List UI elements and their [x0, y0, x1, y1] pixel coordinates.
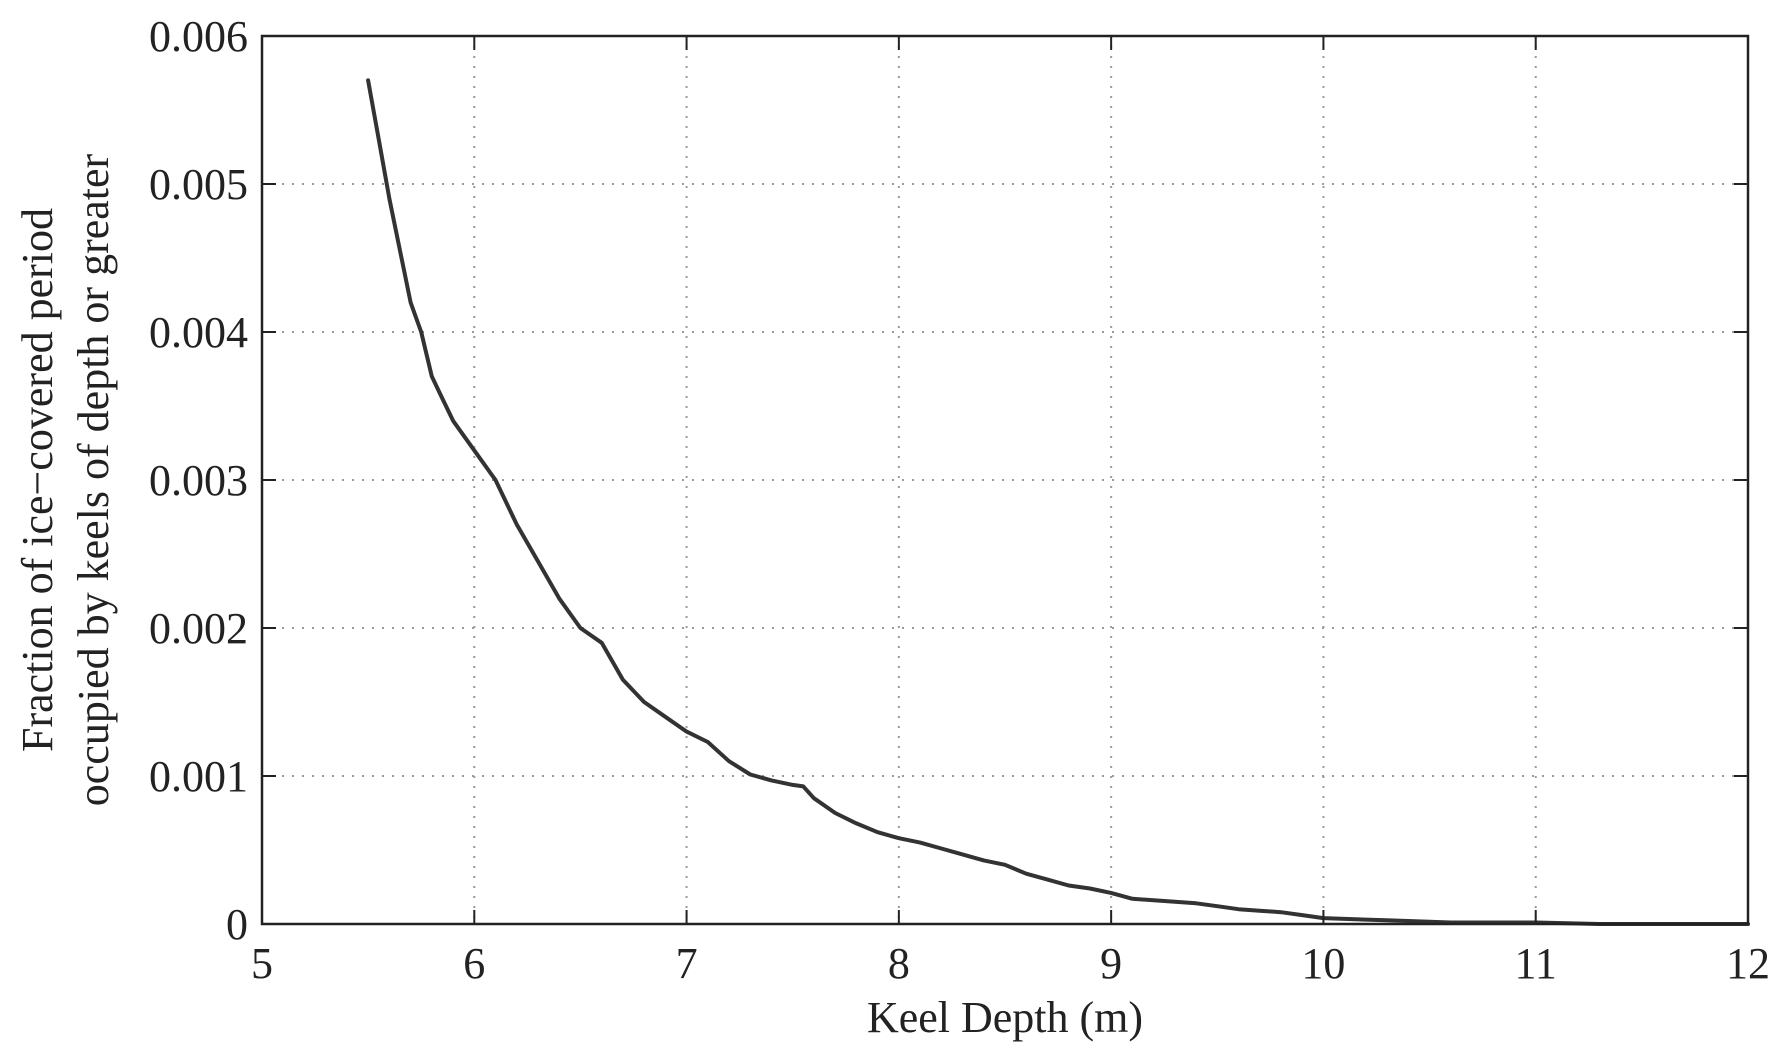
x-tick-label: 11: [1515, 939, 1557, 988]
y-tick-label: 0.002: [149, 604, 248, 653]
series-line: [366, 78, 1750, 926]
y-tick-label: 0.001: [149, 752, 248, 801]
tick-marks: [261, 35, 1749, 925]
x-tick-label: 6: [463, 939, 485, 988]
x-tick-label: 8: [888, 939, 910, 988]
x-axis-tick-labels: 5 6 7 8 9 10 11 12: [251, 939, 1770, 988]
grid: [262, 36, 1748, 924]
y-tick-label: 0.006: [149, 12, 248, 61]
x-tick-label: 10: [1301, 939, 1345, 988]
y-tick-label: 0.005: [149, 160, 248, 209]
y-tick-label: 0: [226, 900, 248, 949]
series-layer: [366, 78, 1750, 926]
y-axis-label-line-1: Fraction of ice−covered period: [13, 208, 62, 752]
x-tick-label: 7: [676, 939, 698, 988]
y-tick-label: 0.003: [149, 456, 248, 505]
x-tick-label: 9: [1100, 939, 1122, 988]
y-axis-label-line-2: occupied by keels of depth or greater: [69, 153, 118, 806]
y-tick-label: 0.004: [149, 308, 248, 357]
x-tick-label: 5: [251, 939, 273, 988]
x-axis-label: Keel Depth (m): [867, 993, 1143, 1042]
y-axis-tick-labels: 0 0.001 0.002 0.003 0.004 0.005 0.006: [149, 12, 248, 949]
x-tick-label: 12: [1726, 939, 1770, 988]
